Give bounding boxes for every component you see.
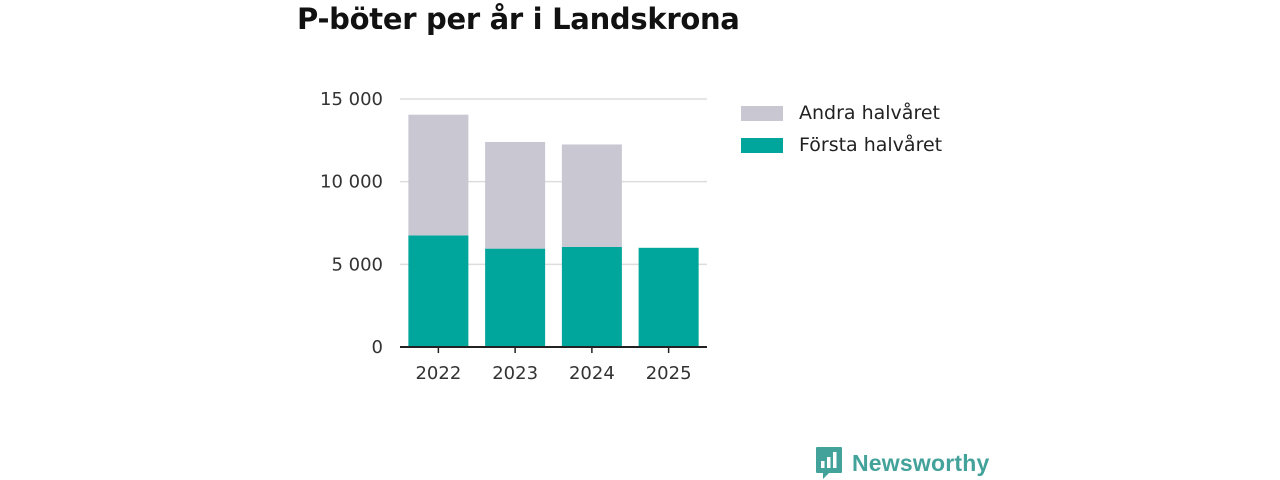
x-tick-label: 2023 (492, 363, 538, 384)
newsworthy-logo-icon (816, 447, 842, 479)
bar-second-half-2023 (485, 141, 546, 249)
brand-name: Newsworthy (852, 449, 990, 476)
legend-item-first-half: Första halvåret (741, 130, 942, 160)
y-tick-label: 5 000 (331, 254, 383, 275)
bar-first-half-2025 (638, 247, 699, 347)
bar-second-half-2022 (408, 114, 469, 236)
chart-title: P-böter per år i Landskrona (297, 2, 740, 36)
y-tick-label: 0 (372, 337, 383, 358)
legend-label-first-half: Första halvåret (799, 134, 943, 156)
legend-label-second-half: Andra halvåret (799, 102, 940, 124)
bar-first-half-2024 (561, 246, 622, 347)
x-tick-label: 2022 (415, 363, 461, 384)
y-tick-label: 15 000 (320, 89, 383, 110)
newsworthy-brand: Newsworthy (815, 446, 989, 480)
legend-swatch-second-half (741, 105, 783, 121)
legend-item-second-half: Andra halvåret (741, 98, 942, 128)
legend-swatch-first-half (741, 137, 783, 153)
bar-first-half-2022 (408, 235, 469, 347)
bar-second-half-2024 (561, 144, 622, 247)
x-tick-label: 2024 (569, 363, 615, 384)
bar-first-half-2023 (485, 248, 546, 347)
y-tick-label: 10 000 (320, 172, 383, 193)
chart-legend: Andra halvåret Första halvåret (741, 98, 942, 162)
x-tick-label: 2025 (646, 363, 692, 384)
